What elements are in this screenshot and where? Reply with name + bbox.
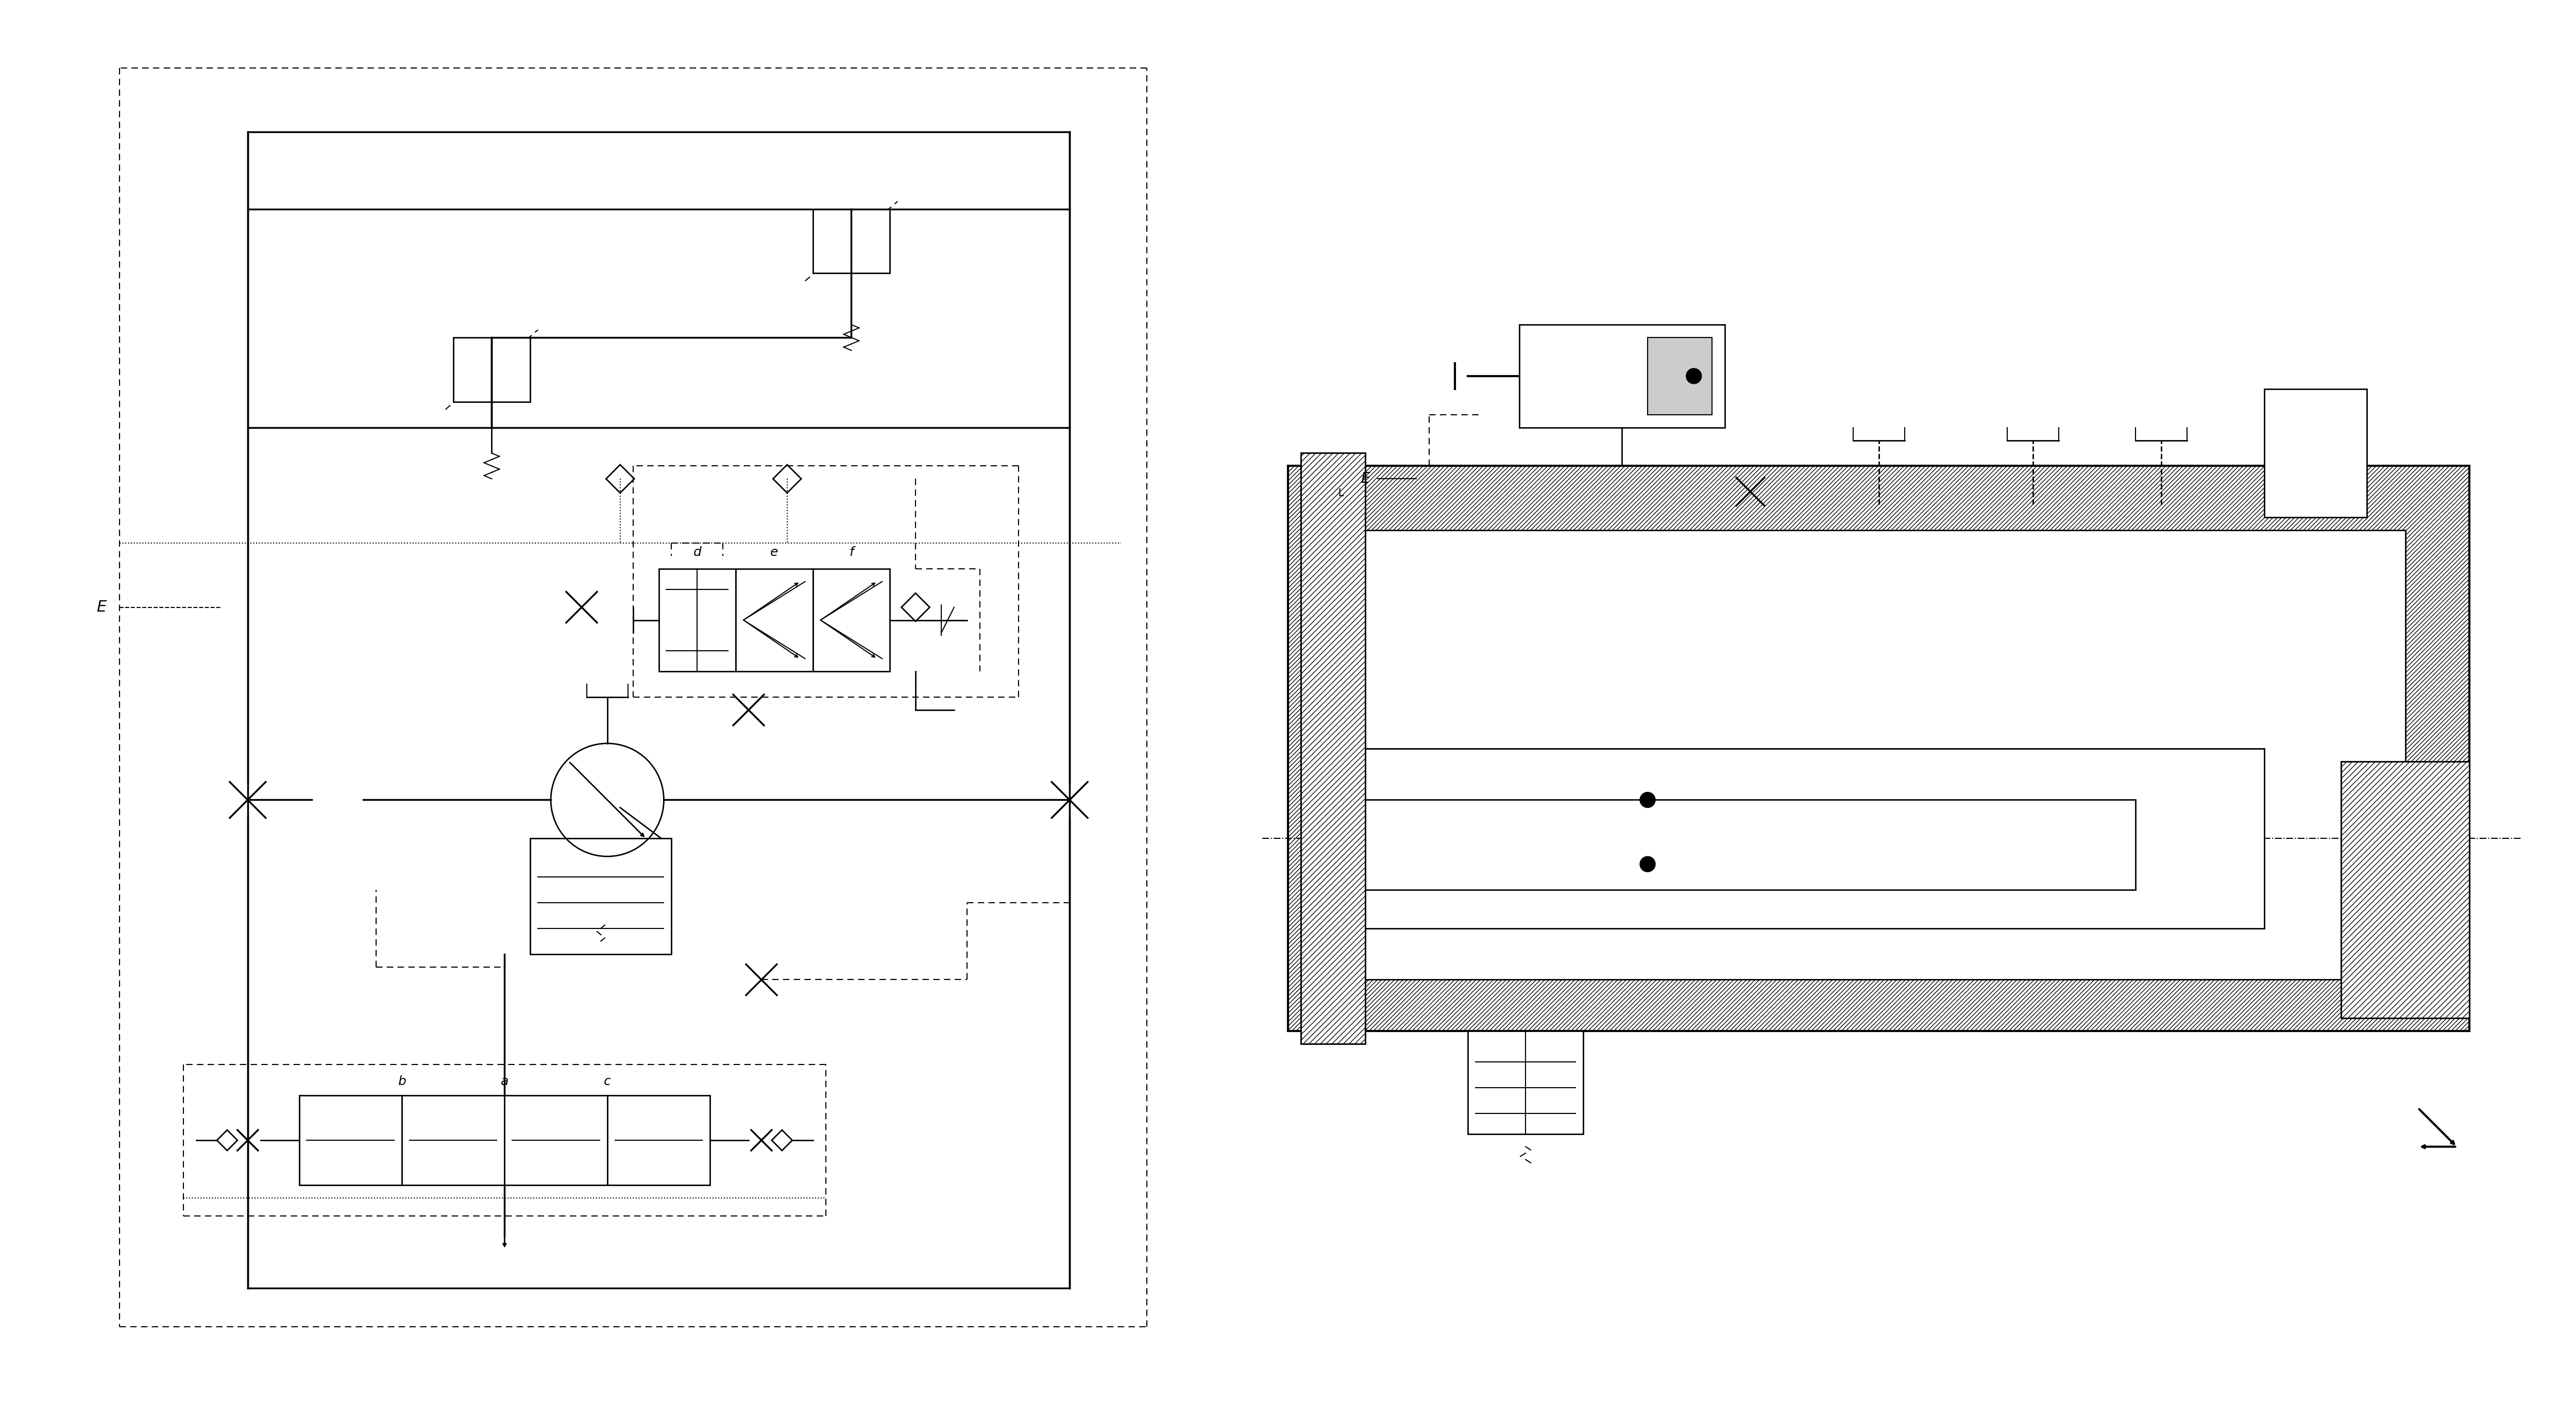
Bar — [1468, 1031, 1584, 1133]
Bar — [659, 569, 737, 672]
Bar — [737, 569, 814, 672]
Polygon shape — [773, 464, 801, 493]
Bar — [1365, 799, 2136, 890]
Bar — [1649, 338, 1713, 415]
Bar — [1340, 748, 2264, 929]
Bar — [505, 1095, 608, 1186]
Bar — [1340, 748, 2264, 929]
Bar — [1288, 466, 2470, 1031]
Bar — [608, 1095, 711, 1186]
Bar — [1301, 453, 1365, 1044]
Bar — [2264, 389, 2367, 517]
Bar — [814, 209, 889, 273]
Circle shape — [1687, 368, 1703, 383]
Text: E: E — [95, 599, 106, 615]
Text: E: E — [1360, 471, 1370, 486]
Polygon shape — [216, 1130, 237, 1150]
Circle shape — [1641, 856, 1656, 872]
Bar — [299, 1095, 402, 1186]
Bar — [453, 338, 531, 402]
Bar — [1288, 466, 2470, 1031]
Circle shape — [1641, 792, 1656, 808]
Bar — [402, 1095, 505, 1186]
Bar — [1327, 530, 2406, 980]
Text: └: └ — [1334, 490, 1342, 503]
Polygon shape — [605, 464, 634, 493]
Bar — [2342, 761, 2470, 1018]
Polygon shape — [773, 1130, 793, 1150]
Bar — [1301, 453, 1365, 1044]
Text: f: f — [850, 547, 853, 558]
Bar — [531, 838, 672, 954]
Bar — [814, 569, 889, 672]
Text: c: c — [603, 1075, 611, 1088]
Polygon shape — [902, 594, 930, 622]
Text: b: b — [397, 1075, 407, 1088]
Text: a: a — [500, 1075, 507, 1088]
Bar — [2342, 761, 2470, 1018]
Text: e: e — [770, 547, 778, 558]
Bar — [1520, 325, 1726, 427]
Text: d: d — [693, 547, 701, 558]
